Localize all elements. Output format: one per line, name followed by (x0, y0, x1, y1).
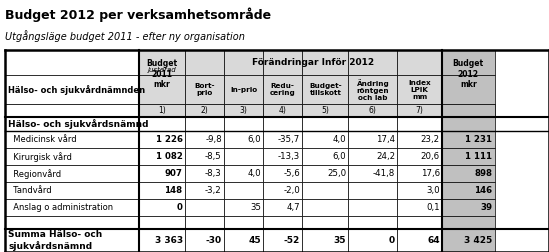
Text: -13,3: -13,3 (278, 152, 300, 161)
Text: 39: 39 (480, 203, 492, 212)
Text: 1 226: 1 226 (156, 135, 183, 144)
Text: -2,0: -2,0 (283, 186, 300, 195)
Text: 898: 898 (474, 169, 492, 178)
Text: Budget-
tillskott: Budget- tillskott (309, 83, 341, 96)
Text: Hälso- och sjukvårdnämnden: Hälso- och sjukvårdnämnden (8, 85, 145, 95)
Text: 4,0: 4,0 (333, 135, 346, 144)
Text: 23,2: 23,2 (421, 135, 440, 144)
Text: 45: 45 (248, 236, 261, 245)
Text: 4,7: 4,7 (287, 203, 300, 212)
Text: -52: -52 (284, 236, 300, 245)
Text: -8,5: -8,5 (205, 152, 222, 161)
Text: 1 111: 1 111 (466, 152, 492, 161)
Text: justerad: justerad (147, 67, 176, 73)
Text: -35,7: -35,7 (278, 135, 300, 144)
Text: Ändring
röntgen
och lab: Ändring röntgen och lab (356, 79, 389, 101)
Text: -41,8: -41,8 (373, 169, 395, 178)
Text: In-prio: In-prio (230, 87, 257, 93)
Text: Budget 2012 per verksamhetsområde: Budget 2012 per verksamhetsområde (5, 8, 272, 22)
Text: -5,6: -5,6 (283, 169, 300, 178)
Text: 25,0: 25,0 (327, 169, 346, 178)
Text: 5): 5) (321, 106, 329, 115)
Text: Tandvård: Tandvård (8, 186, 52, 195)
Text: 148: 148 (165, 186, 183, 195)
Text: Bort-
prio: Bort- prio (194, 83, 215, 96)
Text: 6,0: 6,0 (333, 152, 346, 161)
Text: 3 363: 3 363 (154, 236, 183, 245)
Text: 7): 7) (416, 106, 424, 115)
Text: 3): 3) (239, 106, 248, 115)
Text: 4,0: 4,0 (247, 169, 261, 178)
Text: Förändringar Inför 2012: Förändringar Inför 2012 (253, 58, 374, 67)
Text: 64: 64 (427, 236, 440, 245)
Text: Hälso- och sjukvårdsnämnd: Hälso- och sjukvårdsnämnd (8, 119, 149, 129)
Text: 1 231: 1 231 (466, 135, 492, 144)
Text: Budget
2012
mkr: Budget 2012 mkr (453, 59, 484, 89)
Text: 24,2: 24,2 (376, 152, 395, 161)
Text: Index
LPIK
mm: Index LPIK mm (408, 80, 431, 100)
Text: 4): 4) (279, 106, 287, 115)
Text: 6): 6) (369, 106, 377, 115)
Text: 20,6: 20,6 (421, 152, 440, 161)
Text: -9,8: -9,8 (205, 135, 222, 144)
Text: 3 425: 3 425 (464, 236, 492, 245)
Text: 3,0: 3,0 (426, 186, 440, 195)
Text: Medicinsk vård: Medicinsk vård (8, 135, 77, 144)
Text: Utgångsläge budget 2011 - efter ny organisation: Utgångsläge budget 2011 - efter ny organ… (5, 30, 245, 42)
Text: -8,3: -8,3 (205, 169, 222, 178)
Text: 0: 0 (177, 203, 183, 212)
Text: 907: 907 (165, 169, 183, 178)
Text: 1): 1) (158, 106, 166, 115)
Text: Redu-
cering: Redu- cering (270, 83, 295, 96)
Text: 17,6: 17,6 (421, 169, 440, 178)
Text: 2): 2) (200, 106, 208, 115)
Text: -30: -30 (206, 236, 222, 245)
Text: 17,4: 17,4 (376, 135, 395, 144)
Text: Regionvård: Regionvård (8, 169, 61, 179)
Text: 0,1: 0,1 (426, 203, 440, 212)
Text: 0: 0 (389, 236, 395, 245)
Text: Summa Hälso- och
sjukvårdsnämnd: Summa Hälso- och sjukvårdsnämnd (8, 230, 103, 251)
Text: Kirurgisk vård: Kirurgisk vård (8, 152, 72, 162)
Text: Budget
2011
mkr: Budget 2011 mkr (146, 59, 177, 89)
Text: 6,0: 6,0 (247, 135, 261, 144)
Text: 35: 35 (250, 203, 261, 212)
Text: Anslag o administration: Anslag o administration (8, 203, 113, 212)
Text: 1 082: 1 082 (156, 152, 183, 161)
Text: -3,2: -3,2 (205, 186, 222, 195)
Text: 35: 35 (334, 236, 346, 245)
Text: 146: 146 (474, 186, 492, 195)
